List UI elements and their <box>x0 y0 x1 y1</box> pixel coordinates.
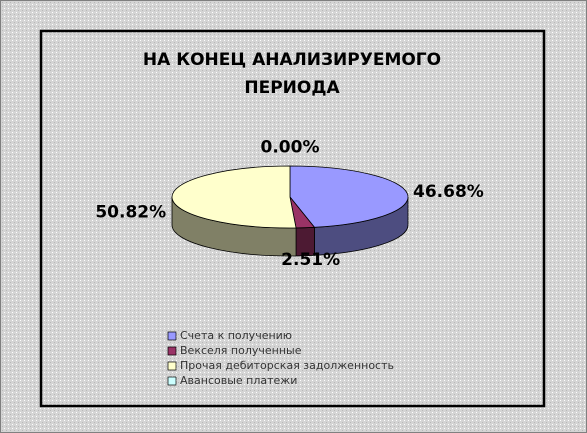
slice <box>289 165 409 228</box>
legend-swatch <box>167 346 177 356</box>
legend-label: Прочая дебиторская задолженность <box>180 359 394 372</box>
chart-title: НА КОНЕЦ АНАЛИЗИРУЕМОГО <box>143 50 441 70</box>
value-label: 2.51% <box>281 250 340 270</box>
value-label: 50.82% <box>95 202 166 222</box>
legend-label: Авансовые платежи <box>180 374 297 387</box>
slice <box>171 165 297 229</box>
legend-label: Счета к получению <box>180 329 292 342</box>
value-label: 46.68% <box>413 182 484 202</box>
legend-swatch <box>167 331 177 341</box>
legend-label: Векселя полученные <box>180 344 302 357</box>
pie: 46.68% 2.51% 50.82% 0.00% <box>95 137 483 270</box>
legend-swatch <box>167 361 177 371</box>
legend: Счета к получению Векселя полученные Проча… <box>167 329 394 387</box>
value-label: 0.00% <box>261 137 320 157</box>
legend-swatch <box>167 376 177 386</box>
chart-title: ПЕРИОДА <box>244 78 340 98</box>
